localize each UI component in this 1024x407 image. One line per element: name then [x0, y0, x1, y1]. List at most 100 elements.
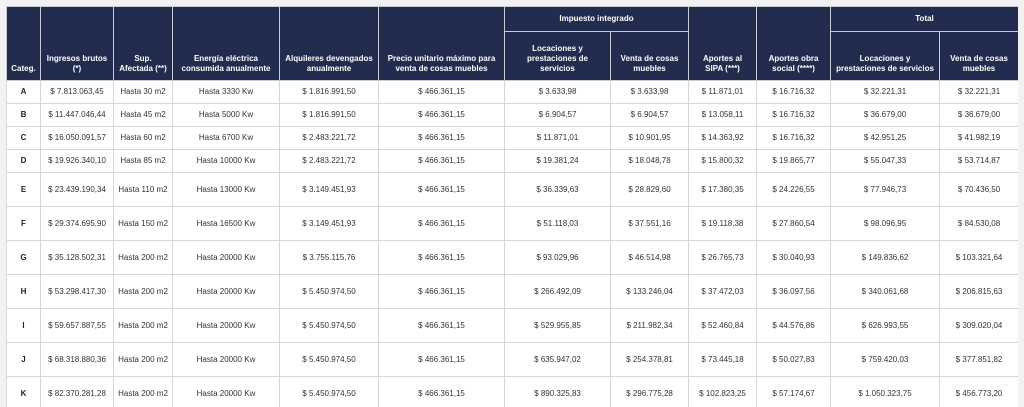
cell-precio: $ 466.361,15	[378, 103, 505, 127]
cell-energia: Hasta 20000 Kw	[172, 308, 280, 343]
cell-imp-venta: $ 211.982,34	[609, 308, 690, 343]
header-ingresos: Ingresos brutos (*)	[40, 6, 114, 81]
cell-imp-venta: $ 296.775,28	[609, 376, 690, 407]
cell-sup: Hasta 85 m2	[113, 149, 173, 173]
cell-alquileres: $ 5.450.974,50	[279, 274, 379, 309]
cell-energia: Hasta 3330 Kw	[172, 80, 280, 104]
table-row: H $ 53.298.417,30 Hasta 200 m2 Hasta 20000 …	[6, 274, 1018, 309]
table-row: E $ 23.439.190,34 Hasta 110 m2 Hasta 13000 …	[6, 172, 1018, 207]
cell-sup: Hasta 45 m2	[113, 103, 173, 127]
cell-imp-venta: $ 10.901,95	[609, 126, 690, 150]
table-row: A $ 7.813.063,45 Hasta 30 m2 Hasta 3330 Kw $…	[6, 80, 1018, 104]
cell-sup: Hasta 200 m2	[113, 240, 173, 275]
header-sup: Sup. Afectada (**)	[113, 6, 173, 81]
cell-ingresos: $ 82.370.281,28	[40, 376, 114, 407]
cell-alquileres: $ 3.149.451,93	[279, 206, 379, 241]
cell-sipa: $ 13.058,11	[688, 103, 758, 127]
cell-tot-locaciones: $ 98.096,95	[830, 206, 941, 241]
cell-ingresos: $ 19.926.340,10	[40, 149, 114, 173]
table-row: C $ 16.050.091,57 Hasta 60 m2 Hasta 6700 Kw…	[6, 126, 1018, 150]
cell-tot-locaciones: $ 149.836,62	[830, 240, 941, 275]
table-row: D $ 19.926.340,10 Hasta 85 m2 Hasta 10000 K…	[6, 149, 1018, 173]
cell-energia: Hasta 20000 Kw	[172, 274, 280, 309]
cell-alquileres: $ 5.450.974,50	[279, 308, 379, 343]
cell-ingresos: $ 23.439.190,34	[40, 172, 114, 207]
cell-obra: $ 44.576,86	[756, 308, 832, 343]
cell-imp-locaciones: $ 51.118,03	[504, 206, 611, 241]
cell-imp-venta: $ 46.514,98	[609, 240, 690, 275]
header-categ: Categ.	[6, 6, 41, 81]
cell-categ: K	[6, 376, 41, 407]
cell-precio: $ 466.361,15	[378, 149, 505, 173]
cell-sipa: $ 15.800,32	[688, 149, 758, 173]
table-body: A $ 7.813.063,45 Hasta 30 m2 Hasta 3330 Kw $…	[6, 80, 1018, 407]
cell-sipa: $ 37.472,03	[688, 274, 758, 309]
header-group-total: Total	[830, 6, 1018, 32]
cell-tot-locaciones: $ 759.420,03	[830, 342, 941, 377]
cell-imp-locaciones: $ 3.633,98	[504, 80, 611, 104]
categories-table: Categ. Ingresos brutos (*) Sup. Afectada…	[6, 6, 1018, 407]
cell-obra: $ 16.716,32	[756, 126, 832, 150]
cell-imp-locaciones: $ 6.904,57	[504, 103, 611, 127]
cell-sipa: $ 14.363,92	[688, 126, 758, 150]
cell-sup: Hasta 30 m2	[113, 80, 173, 104]
cell-sipa: $ 102.823,25	[688, 376, 758, 407]
cell-imp-locaciones: $ 93.029,96	[504, 240, 611, 275]
header-obra: Aportes obra social (****)	[756, 6, 832, 81]
header-group-impuesto: Impuesto integrado	[503, 6, 690, 32]
cell-ingresos: $ 59.657.887,55	[40, 308, 114, 343]
cell-imp-venta: $ 3.633,98	[609, 80, 690, 104]
cell-precio: $ 466.361,15	[378, 206, 505, 241]
cell-tot-venta: $ 84.530,08	[939, 206, 1018, 241]
cell-categ: J	[6, 342, 41, 377]
cell-imp-venta: $ 37.551,16	[609, 206, 690, 241]
table-row: I $ 59.657.887,55 Hasta 200 m2 Hasta 20000 …	[6, 308, 1018, 343]
cell-obra: $ 30.040,93	[756, 240, 832, 275]
cell-precio: $ 466.361,15	[378, 240, 505, 275]
table-row: J $ 68.318.880,36 Hasta 200 m2 Hasta 20000 …	[6, 342, 1018, 377]
cell-ingresos: $ 29.374.695,90	[40, 206, 114, 241]
cell-tot-locaciones: $ 77.946,73	[830, 172, 941, 207]
cell-sipa: $ 17.380,35	[688, 172, 758, 207]
cell-tot-venta: $ 206.815,63	[939, 274, 1018, 309]
cell-energia: Hasta 13000 Kw	[172, 172, 280, 207]
cell-obra: $ 24.226,55	[756, 172, 832, 207]
cell-tot-venta: $ 103.321,64	[939, 240, 1018, 275]
cell-sipa: $ 19.118,38	[688, 206, 758, 241]
cell-precio: $ 466.361,15	[378, 274, 505, 309]
cell-tot-locaciones: $ 626.993,55	[830, 308, 941, 343]
cell-categ: G	[6, 240, 41, 275]
cell-categ: H	[6, 274, 41, 309]
cell-obra: $ 19.865,77	[756, 149, 832, 173]
header-imp-venta: Venta de cosas muebles	[609, 31, 690, 81]
cell-categ: D	[6, 149, 41, 173]
cell-obra: $ 36.097,56	[756, 274, 832, 309]
cell-imp-venta: $ 254.378,81	[609, 342, 690, 377]
cell-alquileres: $ 3.149.451,93	[279, 172, 379, 207]
cell-alquileres: $ 1.816.991,50	[279, 103, 379, 127]
cell-imp-venta: $ 6.904,57	[609, 103, 690, 127]
cell-obra: $ 27.860,54	[756, 206, 832, 241]
cell-tot-venta: $ 309.020,04	[939, 308, 1018, 343]
cell-obra: $ 57.174,67	[756, 376, 832, 407]
cell-tot-venta: $ 377.851,82	[939, 342, 1018, 377]
cell-ingresos: $ 68.318.880,36	[40, 342, 114, 377]
cell-alquileres: $ 1.816.991,50	[279, 80, 379, 104]
cell-ingresos: $ 11.447.046,44	[40, 103, 114, 127]
cell-precio: $ 466.361,15	[378, 172, 505, 207]
cell-obra: $ 16.716,32	[756, 80, 832, 104]
table-row: G $ 35.128.502,31 Hasta 200 m2 Hasta 20000 …	[6, 240, 1018, 275]
cell-imp-locaciones: $ 529.955,85	[504, 308, 611, 343]
table-row: K $ 82.370.281,28 Hasta 200 m2 Hasta 20000 …	[6, 376, 1018, 407]
cell-tot-venta: $ 36.679,00	[939, 103, 1018, 127]
cell-sup: Hasta 200 m2	[113, 376, 173, 407]
cell-imp-locaciones: $ 19.381,24	[504, 149, 611, 173]
cell-imp-venta: $ 28.829,60	[609, 172, 690, 207]
cell-sipa: $ 73.445,18	[688, 342, 758, 377]
cell-energia: Hasta 10000 Kw	[172, 149, 280, 173]
cell-tot-venta: $ 53.714,87	[939, 149, 1018, 173]
cell-precio: $ 466.361,15	[378, 126, 505, 150]
table-row: F $ 29.374.695,90 Hasta 150 m2 Hasta 16500 …	[6, 206, 1018, 241]
cell-sipa: $ 26.765,73	[688, 240, 758, 275]
cell-energia: Hasta 20000 Kw	[172, 240, 280, 275]
